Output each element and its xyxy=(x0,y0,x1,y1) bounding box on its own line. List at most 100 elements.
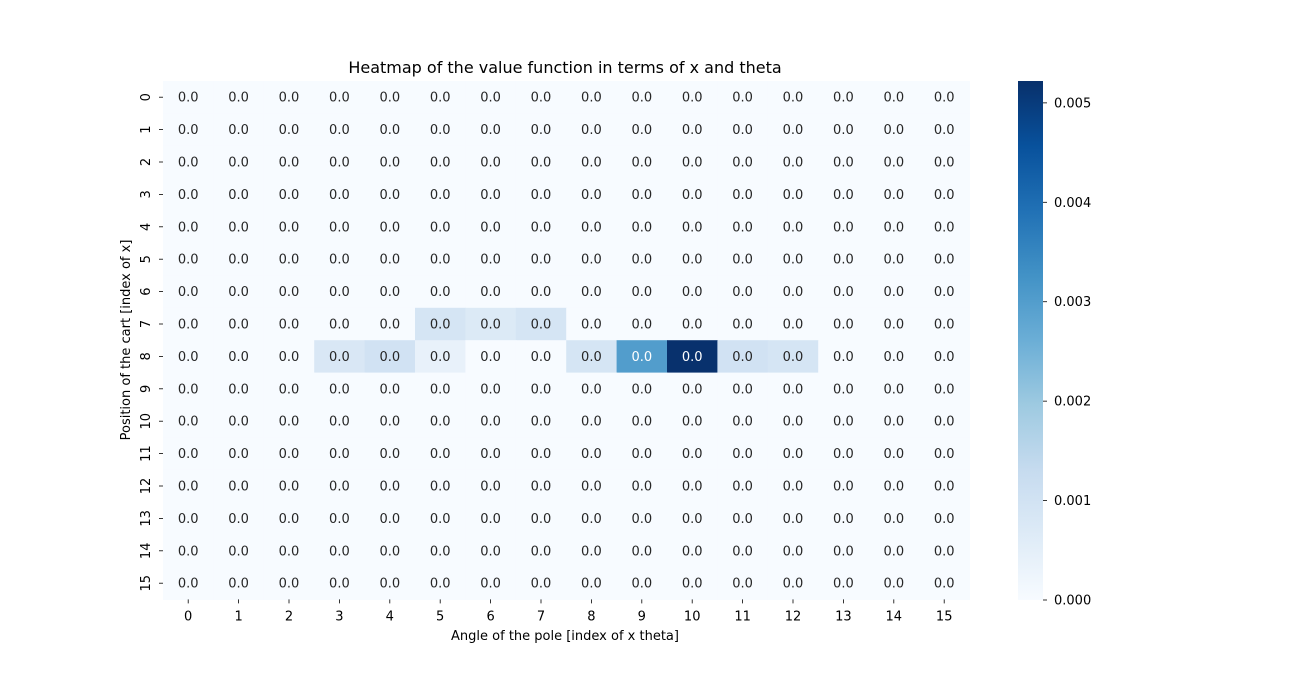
heatmap-cell xyxy=(818,178,870,212)
cell-value-label: 0.0 xyxy=(379,480,400,495)
cell-value-label: 0.0 xyxy=(178,350,199,365)
cell-value-label: 0.0 xyxy=(833,480,854,495)
y-tick-label: 0 xyxy=(139,93,154,101)
heatmap-cell xyxy=(667,372,718,406)
heatmap-cell xyxy=(616,340,668,374)
heatmap-cell xyxy=(465,210,517,244)
heatmap-cell xyxy=(717,145,769,179)
heatmap-cell xyxy=(364,437,416,471)
heatmap-cell xyxy=(566,405,618,438)
cell-value-label: 0.0 xyxy=(430,318,451,333)
cell-value-label: 0.0 xyxy=(379,156,400,171)
cell-value-label: 0.0 xyxy=(430,220,451,235)
heatmap-cell xyxy=(515,372,567,406)
cell-value-label: 0.0 xyxy=(783,350,804,365)
heatmap-cell xyxy=(767,178,819,212)
cell-value-label: 0.0 xyxy=(934,91,955,106)
cell-value-label: 0.0 xyxy=(682,350,703,365)
heatmap-cell xyxy=(566,372,618,406)
cell-value-label: 0.0 xyxy=(228,253,249,268)
cell-value-label: 0.0 xyxy=(430,350,451,365)
heatmap-cell xyxy=(667,437,718,471)
x-tick-label: 7 xyxy=(537,609,545,624)
cell-value-label: 0.0 xyxy=(480,577,501,592)
cell-value-label: 0.0 xyxy=(783,156,804,171)
heatmap-cell xyxy=(163,405,214,438)
heatmap-cell xyxy=(263,275,315,309)
heatmap-cell xyxy=(415,145,466,179)
cell-value-label: 0.0 xyxy=(631,188,652,203)
heatmap-cell xyxy=(263,113,315,147)
heatmap-cell xyxy=(364,145,416,179)
heatmap-cell xyxy=(616,567,668,600)
cell-value-label: 0.0 xyxy=(279,188,300,203)
cell-value-label: 0.0 xyxy=(682,285,703,300)
x-tick-label: 9 xyxy=(638,609,646,624)
heatmap-cell xyxy=(465,567,517,600)
heatmap-cell xyxy=(566,307,618,341)
cell-value-label: 0.0 xyxy=(732,512,753,527)
heatmap-cell xyxy=(515,340,567,374)
heatmap-cell xyxy=(818,81,870,114)
heatmap-cell xyxy=(515,307,567,341)
y-tick-label: 7 xyxy=(139,320,154,328)
heatmap-cell xyxy=(868,372,920,406)
x-tick-label: 0 xyxy=(184,609,192,624)
cell-value-label: 0.0 xyxy=(228,318,249,333)
cell-value-label: 0.0 xyxy=(783,220,804,235)
cell-value-label: 0.0 xyxy=(480,318,501,333)
heatmap-cell xyxy=(163,178,214,212)
cell-value-label: 0.0 xyxy=(379,123,400,138)
heatmap-cell xyxy=(263,145,315,179)
heatmap-cell xyxy=(263,534,315,568)
cell-value-label: 0.0 xyxy=(379,253,400,268)
cell-value-label: 0.0 xyxy=(833,350,854,365)
heatmap-cell xyxy=(263,243,315,276)
heatmap-cell xyxy=(818,502,870,536)
heatmap-cell xyxy=(213,437,265,471)
cell-value-label: 0.0 xyxy=(682,91,703,106)
cell-value-label: 0.0 xyxy=(883,285,904,300)
cell-value-label: 0.0 xyxy=(833,415,854,430)
cell-value-label: 0.0 xyxy=(531,220,552,235)
heatmap-cell xyxy=(163,534,214,568)
heatmap-cell xyxy=(465,502,517,536)
heatmap-cell xyxy=(767,307,819,341)
cell-value-label: 0.0 xyxy=(430,480,451,495)
cell-value-label: 0.0 xyxy=(581,544,602,559)
cell-value-label: 0.0 xyxy=(379,447,400,462)
heatmap-cell xyxy=(566,469,618,503)
heatmap-cell xyxy=(465,307,517,341)
cell-value-label: 0.0 xyxy=(581,415,602,430)
cell-value-label: 0.0 xyxy=(379,512,400,527)
cell-value-label: 0.0 xyxy=(783,253,804,268)
cell-value-label: 0.0 xyxy=(329,220,350,235)
heatmap-cell xyxy=(818,372,870,406)
heatmap-cell xyxy=(263,469,315,503)
heatmap-cell xyxy=(717,469,769,503)
heatmap-cell xyxy=(717,243,769,276)
y-tick-label: 15 xyxy=(139,575,154,592)
cell-value-label: 0.0 xyxy=(531,188,552,203)
heatmap-cell xyxy=(314,113,366,147)
heatmap-cell xyxy=(213,502,265,536)
cell-value-label: 0.0 xyxy=(883,318,904,333)
heatmap-cell xyxy=(364,502,416,536)
cell-value-label: 0.0 xyxy=(732,91,753,106)
heatmap-cell xyxy=(364,178,416,212)
cell-value-label: 0.0 xyxy=(883,512,904,527)
cell-value-label: 0.0 xyxy=(934,318,955,333)
heatmap-cell xyxy=(868,145,920,179)
cell-value-label: 0.0 xyxy=(934,285,955,300)
cell-value-label: 0.0 xyxy=(279,123,300,138)
heatmap-cell xyxy=(667,405,718,438)
heatmap-cell xyxy=(717,275,769,309)
heatmap-cell xyxy=(818,275,870,309)
cell-value-label: 0.0 xyxy=(682,447,703,462)
cell-value-label: 0.0 xyxy=(178,415,199,430)
cell-value-label: 0.0 xyxy=(682,544,703,559)
heatmap-cell xyxy=(465,437,517,471)
cell-value-label: 0.0 xyxy=(883,220,904,235)
cell-value-label: 0.0 xyxy=(480,285,501,300)
y-tick-label: 2 xyxy=(139,158,154,166)
